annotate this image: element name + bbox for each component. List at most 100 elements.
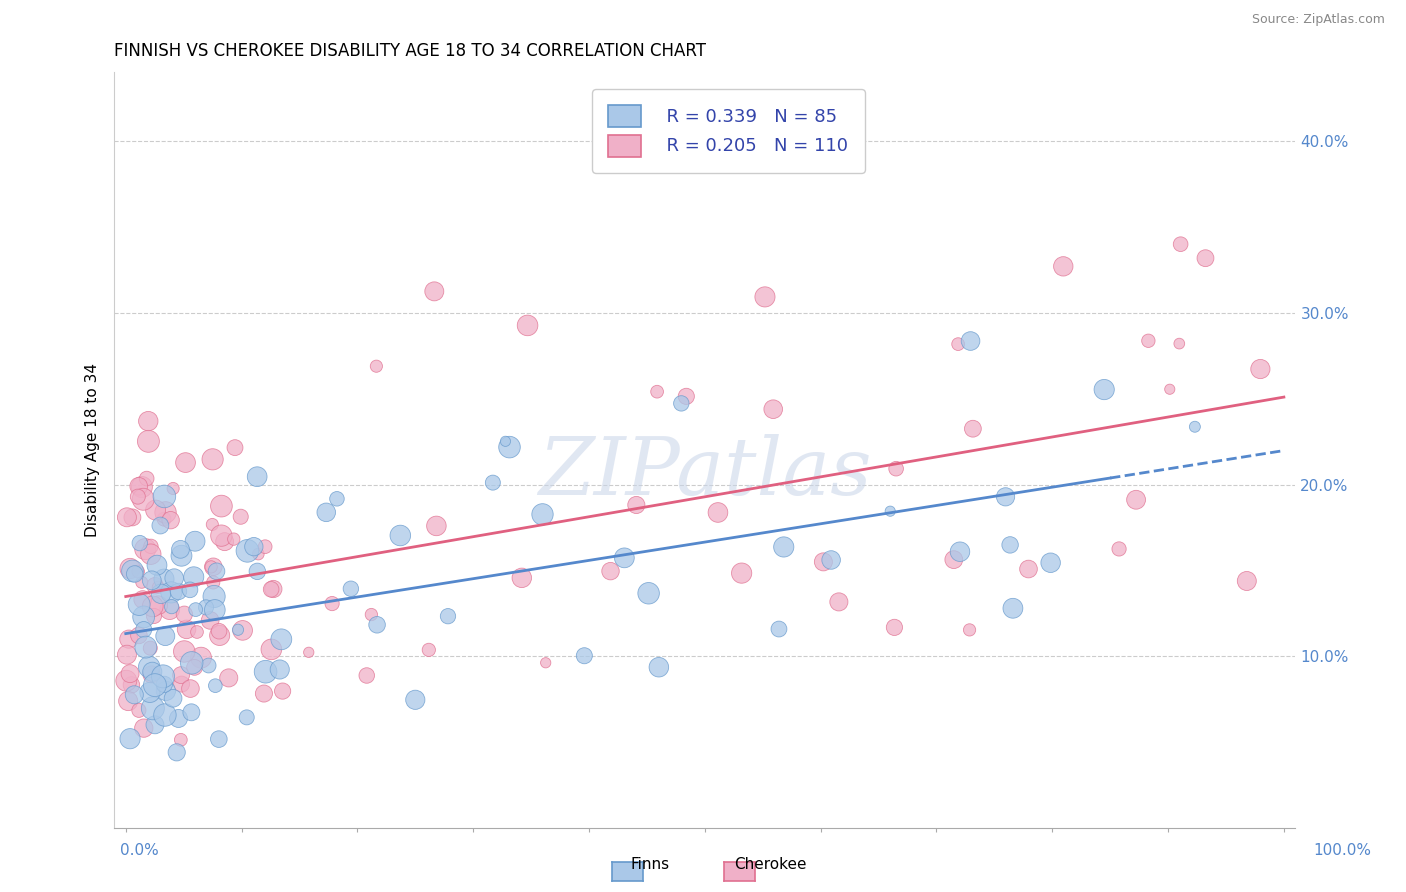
Point — [675, 389, 697, 403]
Point — [141, 574, 163, 588]
Point — [180, 706, 202, 720]
Point — [360, 607, 382, 622]
Point — [218, 671, 240, 685]
Point — [209, 528, 232, 542]
Point — [131, 592, 153, 607]
Point — [202, 590, 225, 604]
Point — [145, 503, 167, 517]
Point — [962, 422, 984, 436]
Point — [162, 482, 184, 496]
Point — [648, 660, 671, 674]
Point — [197, 658, 219, 673]
Point — [574, 648, 596, 663]
Point — [425, 519, 447, 533]
Point — [141, 667, 163, 681]
Point — [121, 510, 143, 524]
Point — [298, 645, 321, 659]
Point — [169, 542, 191, 557]
Y-axis label: Disability Age 18 to 34: Disability Age 18 to 34 — [86, 363, 100, 537]
Text: Source: ZipAtlas.com: Source: ZipAtlas.com — [1251, 13, 1385, 27]
Point — [1092, 383, 1115, 397]
Point — [1108, 541, 1130, 556]
Point — [159, 602, 181, 616]
Point — [208, 624, 231, 639]
Point — [949, 545, 972, 559]
Text: ZIPatlas: ZIPatlas — [538, 434, 872, 512]
Point — [118, 731, 141, 746]
Point — [247, 547, 270, 561]
Point — [1018, 562, 1040, 576]
Point — [884, 461, 907, 475]
Point — [768, 622, 790, 636]
Point — [202, 559, 225, 574]
Point — [516, 318, 538, 333]
Point — [115, 510, 138, 524]
Point — [135, 472, 157, 486]
Point — [195, 600, 218, 615]
Point — [959, 334, 981, 348]
Point — [671, 396, 693, 410]
Point — [132, 721, 155, 735]
Point — [184, 602, 207, 616]
Point — [117, 694, 139, 708]
Point — [534, 656, 557, 670]
Point — [204, 603, 226, 617]
Point — [128, 628, 150, 642]
Point — [146, 558, 169, 573]
Point — [998, 538, 1021, 552]
Point — [186, 625, 208, 640]
Point — [179, 582, 201, 597]
Point — [366, 617, 388, 632]
Point — [142, 701, 165, 715]
Point — [626, 498, 648, 512]
Point — [143, 579, 166, 593]
Point — [879, 504, 901, 518]
Point — [437, 609, 460, 624]
Point — [166, 745, 188, 759]
Point — [418, 643, 440, 657]
Point — [762, 402, 785, 417]
Point — [254, 540, 277, 554]
Point — [1170, 237, 1192, 252]
Point — [1001, 601, 1024, 615]
Point — [155, 684, 177, 698]
Point — [942, 552, 965, 566]
Point — [139, 641, 162, 656]
Point — [1159, 382, 1181, 396]
Point — [254, 665, 277, 679]
Point — [246, 469, 269, 483]
Point — [201, 452, 224, 467]
Point — [176, 623, 198, 637]
Point — [828, 595, 851, 609]
Point — [118, 632, 141, 647]
Point — [315, 505, 337, 519]
Point — [138, 660, 160, 674]
Point — [153, 708, 176, 723]
Point — [482, 475, 505, 490]
Point — [143, 609, 166, 624]
Point — [179, 681, 201, 696]
Point — [184, 534, 207, 549]
Point — [155, 505, 177, 519]
Point — [183, 570, 205, 584]
Point — [201, 517, 224, 532]
Point — [224, 441, 246, 455]
Point — [531, 508, 554, 522]
Point — [1168, 336, 1191, 351]
Point — [1052, 260, 1074, 274]
Point — [883, 620, 905, 634]
Point — [495, 434, 517, 449]
Point — [153, 572, 176, 586]
Text: Finns: Finns — [630, 857, 669, 871]
Point — [645, 384, 668, 399]
Point — [366, 359, 388, 374]
Point — [141, 665, 163, 679]
Point — [163, 571, 186, 585]
Point — [155, 629, 177, 643]
Point — [200, 560, 222, 574]
Point — [128, 536, 150, 550]
Point — [209, 499, 232, 513]
Point — [132, 492, 155, 507]
Point — [139, 547, 162, 561]
Point — [149, 518, 172, 533]
